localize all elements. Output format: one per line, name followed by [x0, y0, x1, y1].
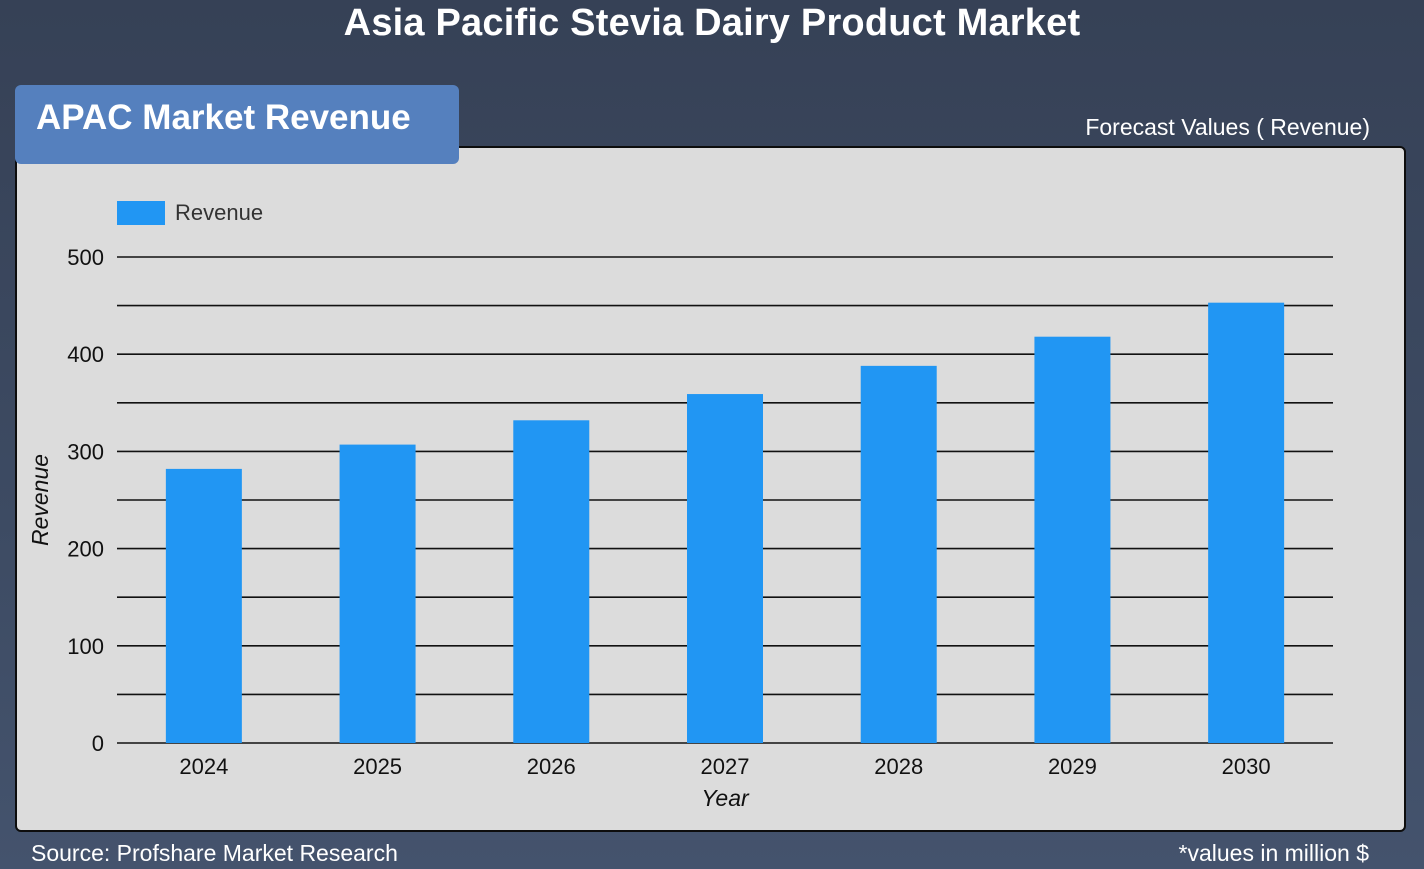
page-title: Asia Pacific Stevia Dairy Product Market [343, 2, 1081, 44]
bars [165, 302, 1285, 743]
section-label-tab: APAC Market Revenue [15, 85, 459, 164]
x-tick-label: 2027 [701, 754, 750, 779]
bar-2026 [513, 420, 590, 743]
bar-2030 [1208, 302, 1285, 743]
source-note: Source: Profshare Market Research [31, 840, 398, 866]
x-tick-label: 2024 [179, 754, 228, 779]
legend-swatch [117, 201, 165, 225]
y-tick-label: 300 [67, 439, 104, 464]
bar-2025 [339, 444, 416, 743]
y-tick-label: 100 [67, 634, 104, 659]
y-tick-label: 0 [92, 731, 104, 756]
y-tick-label: 400 [67, 342, 104, 367]
section-label: APAC Market Revenue [36, 98, 411, 137]
legend-label: Revenue [175, 200, 263, 225]
legend: Revenue [117, 200, 263, 225]
x-tick-label: 2025 [353, 754, 402, 779]
y-axis-label: Revenue [27, 454, 53, 546]
bar-2028 [860, 365, 937, 743]
y-tick-label: 500 [67, 245, 104, 270]
bar-2027 [687, 394, 763, 743]
bar-2029 [1034, 336, 1111, 743]
y-tick-labels: 0 100 200 300 400 500 [67, 245, 104, 756]
y-tick-label: 200 [67, 537, 104, 562]
x-tick-label: 2030 [1222, 754, 1271, 779]
x-tick-label: 2029 [1048, 754, 1097, 779]
x-tick-labels: 2024 2025 2026 2027 2028 2029 2030 [179, 754, 1270, 779]
forecast-values-label: Forecast Values ( Revenue) [1085, 114, 1370, 140]
x-tick-label: 2028 [874, 754, 923, 779]
x-tick-label: 2026 [527, 754, 576, 779]
units-note: *values in million $ [1178, 840, 1369, 866]
bar-2024 [165, 468, 242, 743]
x-axis-label: Year [701, 785, 750, 811]
